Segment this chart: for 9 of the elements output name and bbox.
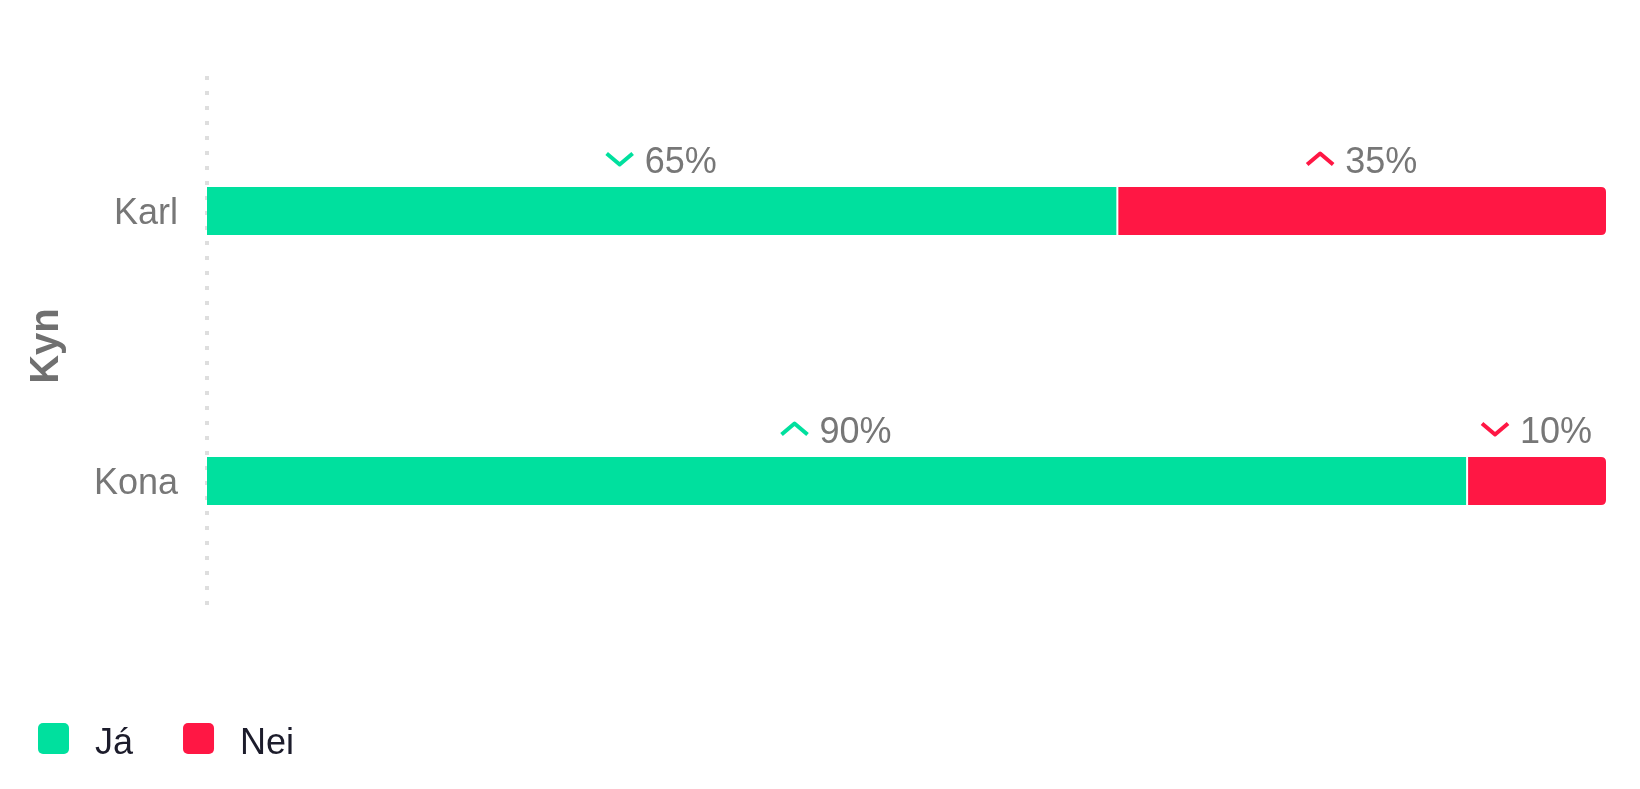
legend-label: Nei xyxy=(240,721,295,762)
y-tick-label: Karl xyxy=(113,191,178,232)
data-label: 90% xyxy=(819,410,892,451)
data-label: 35% xyxy=(1345,140,1418,181)
legend-label: Já xyxy=(95,721,134,762)
data-label: 10% xyxy=(1520,410,1593,451)
data-label: 65% xyxy=(644,140,717,181)
y-axis-title: Kyn xyxy=(22,308,66,384)
y-tick-label: Kona xyxy=(93,461,179,502)
